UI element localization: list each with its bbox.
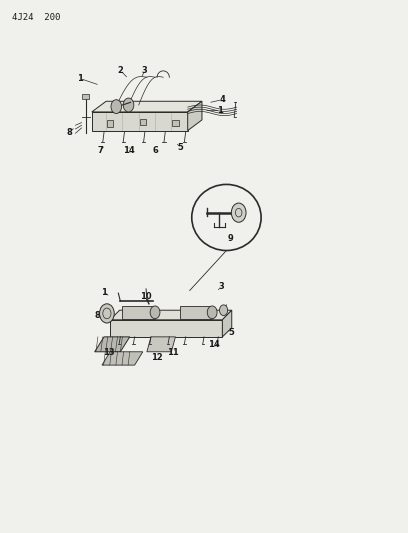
Polygon shape <box>102 352 143 365</box>
Polygon shape <box>92 112 188 131</box>
Polygon shape <box>172 120 179 126</box>
Text: 5: 5 <box>229 328 235 337</box>
Polygon shape <box>110 320 222 337</box>
Circle shape <box>123 98 134 112</box>
Circle shape <box>220 305 228 316</box>
Polygon shape <box>82 94 89 99</box>
Circle shape <box>111 100 122 114</box>
Text: 14: 14 <box>123 147 134 155</box>
Text: 8: 8 <box>67 128 72 136</box>
Text: 1: 1 <box>217 106 223 115</box>
Text: 8: 8 <box>94 311 100 320</box>
Text: 9: 9 <box>228 234 233 243</box>
Text: 6: 6 <box>152 146 158 155</box>
Polygon shape <box>147 337 175 352</box>
Text: 12: 12 <box>151 353 163 362</box>
Circle shape <box>150 306 160 319</box>
Text: 5: 5 <box>178 143 184 152</box>
Polygon shape <box>122 306 155 319</box>
Circle shape <box>231 203 246 222</box>
Polygon shape <box>140 119 146 125</box>
Polygon shape <box>110 310 232 320</box>
Polygon shape <box>107 120 113 127</box>
Polygon shape <box>222 310 232 337</box>
Text: 3: 3 <box>219 282 224 291</box>
Circle shape <box>100 304 114 323</box>
Text: 11: 11 <box>168 349 179 357</box>
Polygon shape <box>95 337 130 352</box>
Text: 2: 2 <box>118 66 123 75</box>
Circle shape <box>207 306 217 319</box>
Polygon shape <box>188 101 202 131</box>
Polygon shape <box>92 101 202 112</box>
Text: 10: 10 <box>140 293 152 301</box>
Text: 4: 4 <box>220 95 225 104</box>
Text: 14: 14 <box>208 341 220 349</box>
Text: 4J24  200: 4J24 200 <box>12 13 61 22</box>
Polygon shape <box>180 306 212 319</box>
Text: 7: 7 <box>97 147 103 155</box>
Text: 13: 13 <box>103 349 115 357</box>
Text: 1: 1 <box>77 74 82 83</box>
Ellipse shape <box>192 184 261 251</box>
Text: 3: 3 <box>142 66 148 75</box>
Text: 1: 1 <box>101 288 107 296</box>
